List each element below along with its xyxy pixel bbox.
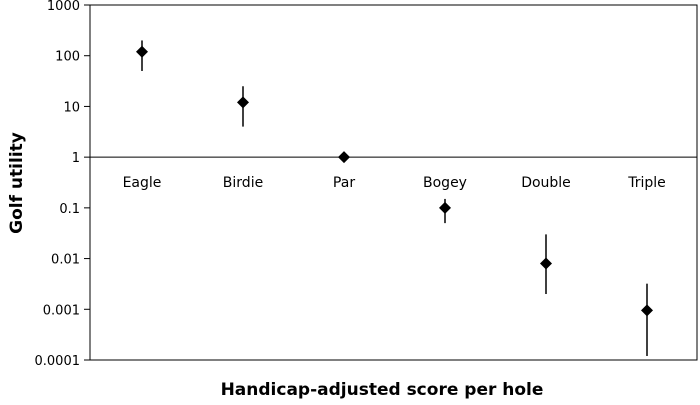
y-tick-label: 0.01 [51,253,80,268]
category-label: Triple [627,175,666,191]
y-axis-ticks: 0.0001 0.001 0.01 0.1 1 10 100 1000 [35,0,90,369]
y-tick-label: 0.0001 [35,354,81,369]
data-point-diamond [338,151,350,164]
y-tick-label: 1000 [47,0,80,14]
category-label: Par [333,175,355,191]
y-tick-label: 0.1 [59,202,80,217]
y-tick-label: 0.001 [43,303,80,318]
data-point-diamond [136,45,148,58]
y-tick-label: 100 [55,50,80,65]
category-label: Eagle [123,175,162,191]
category-label: Bogey [423,175,467,191]
data-point-diamond [439,201,451,214]
y-tick-label: 1 [72,151,80,166]
data-point-diamond [540,257,552,270]
plot-frame [89,4,698,361]
data-points [136,40,653,356]
y-axis-title: Golf utility [7,132,27,234]
x-axis-title: Handicap-adjusted score per hole [221,380,544,400]
data-point-diamond [641,304,653,317]
category-labels: Eagle Birdie Par Bogey Double Triple [123,175,666,191]
y-tick-label: 10 [63,100,80,115]
category-label: Double [521,175,571,191]
category-label: Birdie [223,175,263,191]
data-point-diamond [237,96,249,109]
